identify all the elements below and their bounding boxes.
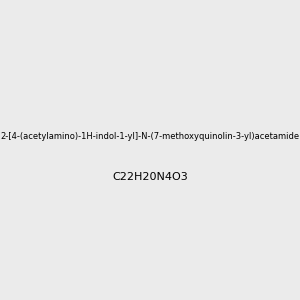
- Text: C22H20N4O3: C22H20N4O3: [112, 172, 188, 182]
- Text: 2-[4-(acetylamino)-1H-indol-1-yl]-N-(7-methoxyquinolin-3-yl)acetamide: 2-[4-(acetylamino)-1H-indol-1-yl]-N-(7-m…: [0, 132, 300, 141]
